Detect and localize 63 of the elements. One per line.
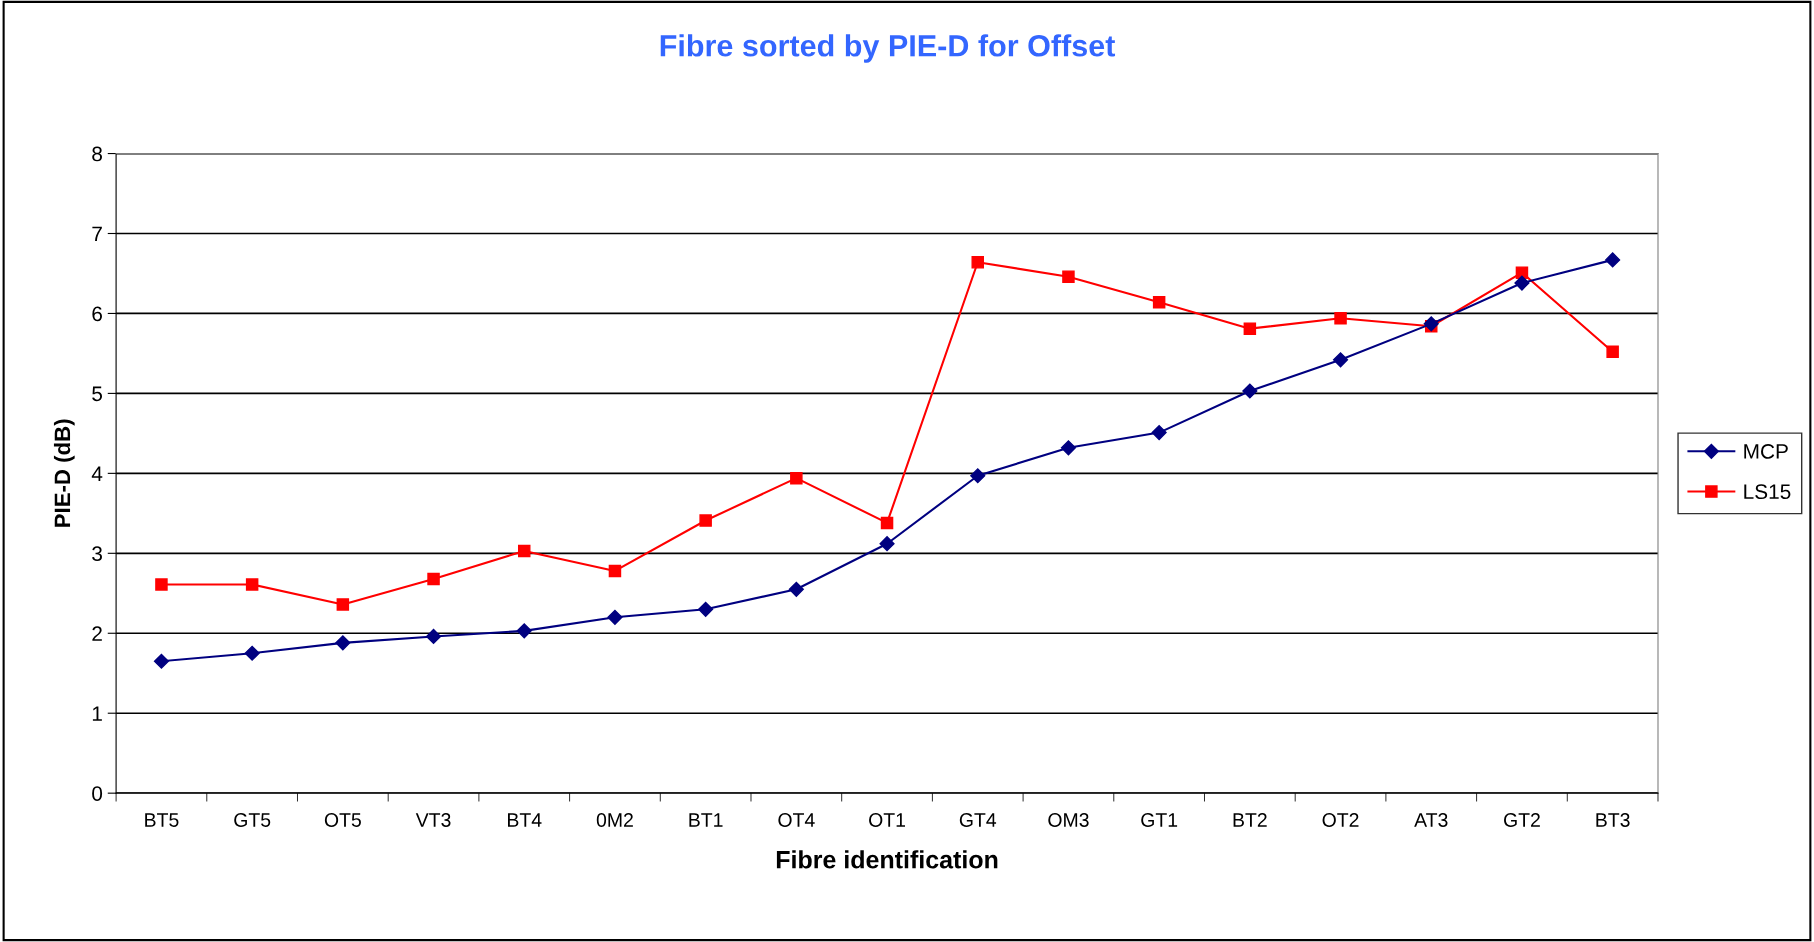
point bbox=[153, 653, 170, 669]
y-tick-label: 3 bbox=[92, 546, 102, 562]
point bbox=[970, 468, 986, 484]
y-tick-label: 0 bbox=[92, 786, 103, 801]
x-tick-label: GT4 bbox=[959, 813, 997, 827]
point bbox=[425, 628, 442, 645]
y-tick-label: 4 bbox=[91, 466, 103, 481]
point bbox=[1152, 296, 1166, 309]
point bbox=[880, 516, 894, 530]
point bbox=[608, 564, 622, 578]
point bbox=[336, 598, 350, 611]
x-tick-label: OM3 bbox=[1048, 813, 1089, 827]
x-tick-label: BT2 bbox=[1233, 813, 1267, 827]
y-tick-label: 1 bbox=[92, 706, 102, 721]
x-tick-label: OT5 bbox=[324, 813, 361, 827]
point bbox=[607, 609, 623, 625]
point bbox=[1332, 352, 1349, 368]
x-tick-label: VT3 bbox=[415, 813, 451, 827]
point bbox=[790, 471, 803, 485]
point bbox=[1062, 270, 1075, 283]
chart-title: Fibre sorted by PIE-D for Offset bbox=[660, 34, 1116, 63]
point bbox=[245, 578, 259, 591]
point bbox=[155, 578, 168, 591]
point bbox=[971, 256, 984, 269]
y-axis-title: PIE-D (dB) bbox=[53, 419, 75, 527]
point bbox=[244, 645, 260, 661]
point bbox=[1243, 322, 1257, 335]
x-tick-label: OT4 bbox=[778, 813, 815, 827]
legend-label: LS15 bbox=[1744, 484, 1791, 500]
x-tick-label: GT1 bbox=[1141, 813, 1178, 827]
point bbox=[1151, 425, 1167, 441]
x-tick-label: GT2 bbox=[1504, 813, 1540, 827]
point bbox=[517, 544, 531, 558]
x-tick-label: OT1 bbox=[869, 813, 906, 827]
point bbox=[879, 536, 895, 552]
y-tick-label: 6 bbox=[92, 306, 102, 322]
x-tick-label: BT5 bbox=[145, 813, 179, 827]
x-tick-label: BT4 bbox=[508, 813, 542, 827]
point bbox=[1515, 266, 1529, 279]
point bbox=[516, 623, 532, 639]
x-tick-label: 0M2 bbox=[596, 813, 633, 827]
point bbox=[1334, 311, 1347, 325]
y-tick-label: 2 bbox=[92, 626, 102, 641]
point bbox=[699, 514, 712, 527]
point bbox=[1060, 440, 1077, 456]
point bbox=[788, 581, 804, 597]
x-tick-label: GT5 bbox=[234, 813, 271, 827]
point bbox=[1242, 383, 1258, 399]
point bbox=[427, 572, 440, 586]
x-tick-label: AT3 bbox=[1414, 813, 1448, 827]
y-tick-label: 5 bbox=[92, 386, 103, 402]
x-axis-title: Fibre identification bbox=[776, 850, 998, 869]
point bbox=[335, 635, 351, 651]
point bbox=[1514, 275, 1530, 291]
point bbox=[1606, 345, 1619, 359]
x-tick-label: BT1 bbox=[689, 813, 723, 827]
point bbox=[698, 601, 714, 617]
x-tick-label: OT2 bbox=[1322, 813, 1359, 827]
x-tick-label: BT3 bbox=[1596, 813, 1630, 827]
y-tick-label: 8 bbox=[92, 146, 102, 162]
legend-label: MCP bbox=[1744, 444, 1788, 459]
y-tick-label: 7 bbox=[92, 226, 102, 242]
point bbox=[1605, 252, 1621, 268]
